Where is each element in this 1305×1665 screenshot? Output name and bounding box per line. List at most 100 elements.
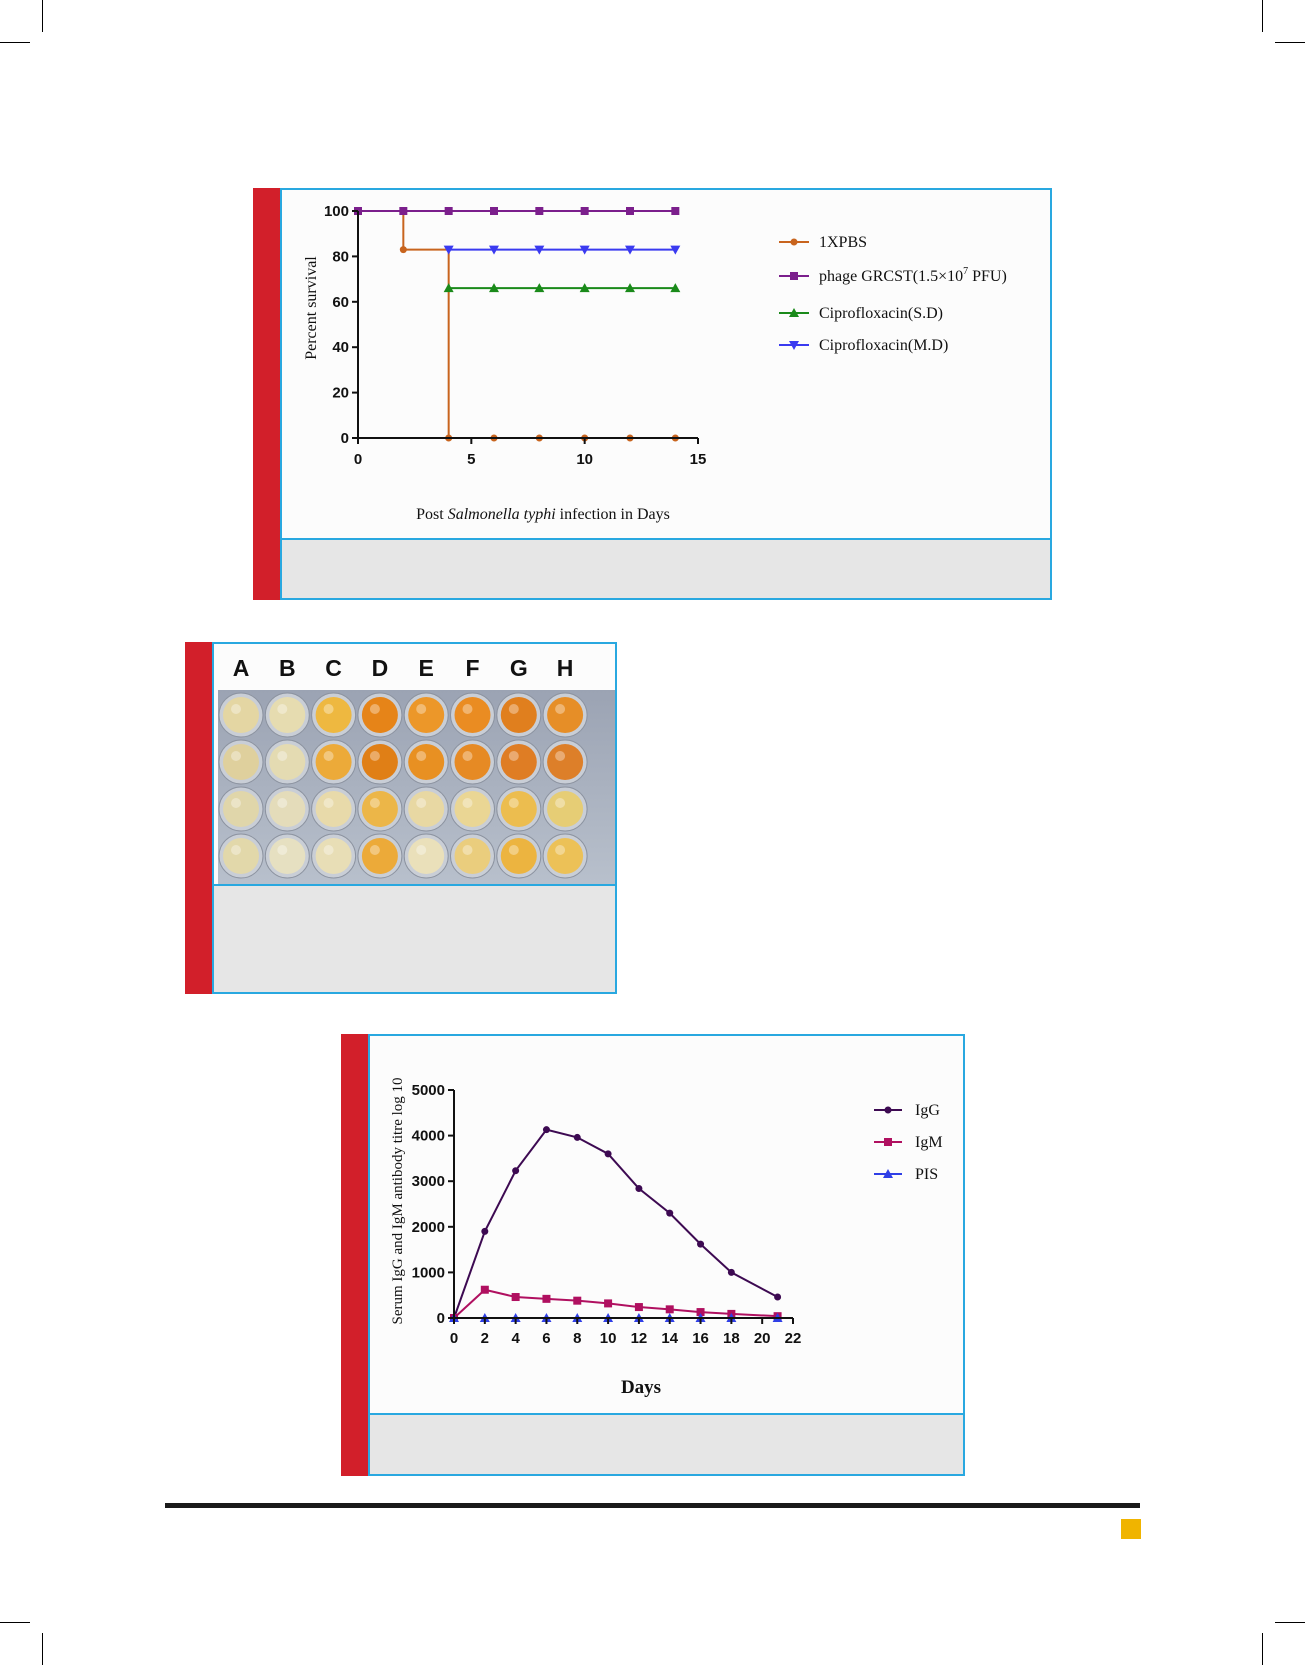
y-tick-label: 4000 — [412, 1128, 445, 1145]
well — [454, 697, 491, 733]
column-label: F — [465, 655, 479, 681]
well-highlight — [462, 751, 473, 761]
x-tick-label: 14 — [661, 1330, 678, 1347]
data-point-1 — [399, 246, 407, 254]
x-tick-label: 16 — [692, 1330, 709, 1347]
legend: 1XPBS phage GRCST(1.5×107 PFU) Ciproflox… — [779, 234, 1007, 354]
well-highlight — [369, 798, 380, 808]
well — [547, 791, 584, 827]
data-point-2 — [480, 1285, 489, 1294]
legend-label-pis: PIS — [915, 1166, 938, 1183]
x-tick-label: 6 — [542, 1330, 550, 1347]
well-highlight — [323, 751, 334, 761]
y-tick-label: 80 — [332, 248, 349, 265]
x-axis-label: Days — [621, 1377, 661, 1398]
column-label: H — [557, 655, 574, 681]
well-highlight — [555, 798, 566, 808]
crop-mark-top-right-h — [1275, 42, 1305, 43]
well-highlight — [231, 798, 241, 808]
data-point-2 — [573, 1296, 582, 1305]
legend-item-cipro-md: Ciprofloxacin(M.D) — [779, 337, 948, 354]
well-highlight — [555, 845, 566, 855]
well — [361, 838, 398, 874]
well-highlight — [277, 798, 288, 808]
legend-item-igm: IgM — [874, 1134, 943, 1151]
x-tick-label: 15 — [690, 451, 707, 468]
x-tick-label: 0 — [450, 1330, 458, 1347]
well — [223, 791, 259, 827]
well — [361, 697, 398, 733]
antibody-chart: 0 2 4 6 8 10 12 14 16 18 20 22 0 1000 2000 3000 4000 5000… — [390, 1077, 943, 1398]
well — [454, 744, 491, 780]
y-tick-label: 60 — [332, 294, 349, 311]
y-tick-label: 1000 — [412, 1264, 445, 1281]
data-point-3 — [670, 283, 681, 293]
data-point-2 — [665, 1305, 674, 1314]
well — [361, 791, 398, 827]
legend-label-cipro-md: Ciprofloxacin(M.D) — [819, 337, 948, 354]
well — [269, 838, 306, 874]
data-point-1 — [666, 1209, 674, 1217]
well — [547, 744, 584, 780]
well — [269, 744, 306, 780]
well-plate-photo: A B C D E F G H — [218, 655, 615, 884]
legend-item-pis: PIS — [874, 1166, 938, 1183]
data-point-4 — [534, 245, 545, 255]
x-tick-label: 22 — [785, 1330, 802, 1347]
figure-accent-bar — [341, 1034, 370, 1476]
x-axis-label: Post Salmonella typhi infection in Days — [416, 506, 670, 523]
data-point-1 — [481, 1227, 489, 1235]
well — [223, 697, 259, 733]
data-point-1 — [604, 1150, 612, 1158]
figure-frame: 0 2 4 6 8 10 12 14 16 18 20 22 0 1000 2000 3000 4000 5000… — [368, 1034, 965, 1415]
well — [315, 744, 352, 780]
well — [315, 791, 352, 827]
well — [454, 838, 491, 874]
well-highlight — [277, 704, 288, 714]
well — [223, 838, 259, 874]
column-label: B — [279, 655, 296, 681]
column-label: C — [325, 655, 342, 681]
legend-label-cipro-sd: Ciprofloxacin(S.D) — [819, 305, 943, 322]
y-axis-label: Percent survival — [303, 256, 320, 360]
data-point-3 — [443, 283, 454, 293]
column-label: D — [372, 655, 389, 681]
well-highlight — [231, 704, 241, 714]
legend: IgG IgM PIS — [874, 1102, 943, 1183]
well — [408, 697, 445, 733]
y-tick-label: 0 — [341, 430, 349, 447]
well-highlight — [369, 751, 380, 761]
figure-survival: 0 5 10 15 0 20 40 60 80 100 Percent survival Post… — [253, 188, 1052, 600]
x-tick-label: 10 — [600, 1330, 617, 1347]
well-highlight — [369, 704, 380, 714]
data-point-2 — [696, 1308, 705, 1317]
data-point-2 — [671, 207, 680, 215]
x-tick-label: 4 — [511, 1330, 520, 1347]
data-point-2 — [580, 207, 589, 215]
well-highlight — [323, 798, 334, 808]
well — [408, 744, 445, 780]
survival-chart: 0 5 10 15 0 20 40 60 80 100 Percent survival Post… — [303, 203, 1007, 523]
page-marker — [1121, 1519, 1141, 1539]
well-highlight — [508, 704, 519, 714]
legend-item-pbs: 1XPBS — [779, 234, 867, 251]
crop-mark-bottom-left-h — [0, 1622, 30, 1623]
legend-label-igm: IgM — [915, 1134, 943, 1151]
x-tick-label: 10 — [576, 451, 593, 468]
legend-label-phage: phage GRCST(1.5×107 PFU) — [819, 266, 1007, 285]
data-point-1 — [727, 1268, 735, 1276]
data-point-1 — [542, 1126, 550, 1134]
well — [547, 697, 584, 733]
well — [454, 791, 491, 827]
figure-frame: A B C D E F G H — [212, 642, 617, 886]
well-highlight — [555, 751, 566, 761]
well — [408, 791, 445, 827]
figure-caption-box — [280, 538, 1052, 600]
data-point-2 — [490, 207, 498, 215]
well — [408, 838, 445, 874]
well — [500, 791, 537, 827]
data-point-1 — [635, 1184, 643, 1192]
well-highlight — [416, 751, 427, 761]
data-point-2 — [626, 207, 634, 215]
data-point-4 — [579, 245, 590, 255]
